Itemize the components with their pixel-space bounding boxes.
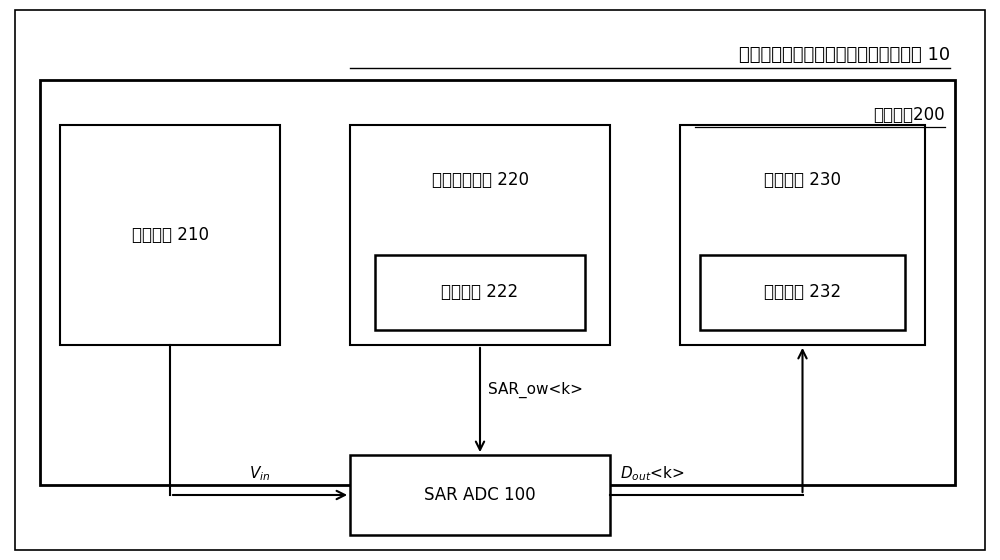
- Bar: [350, 455, 610, 535]
- Text: $D_{out}$<k>: $D_{out}$<k>: [620, 464, 684, 483]
- Bar: [60, 125, 280, 345]
- Bar: [40, 80, 955, 485]
- Text: 输入单元 210: 输入单元 210: [132, 226, 208, 244]
- Bar: [700, 255, 905, 330]
- Text: $V_{in}$: $V_{in}$: [249, 464, 271, 483]
- Text: 具有内置自检测功能的模拟数字转换器 10: 具有内置自检测功能的模拟数字转换器 10: [739, 46, 950, 64]
- Text: 设置电路 222: 设置电路 222: [441, 283, 519, 301]
- Bar: [350, 125, 610, 345]
- Bar: [375, 255, 585, 330]
- Text: 测试电路200: 测试电路200: [873, 106, 945, 124]
- Bar: [680, 125, 925, 345]
- Text: 存储模块 232: 存储模块 232: [764, 283, 841, 301]
- Text: 判断单元 230: 判断单元 230: [764, 171, 841, 189]
- Text: SAR ADC 100: SAR ADC 100: [424, 486, 536, 504]
- Text: 转换控制单元 220: 转换控制单元 220: [432, 171, 528, 189]
- Text: SAR_ow<k>: SAR_ow<k>: [488, 382, 583, 398]
